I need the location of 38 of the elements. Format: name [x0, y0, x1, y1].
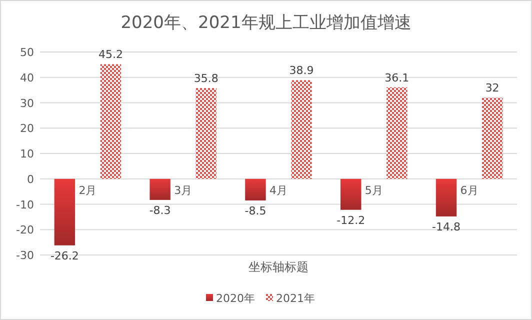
data-label: -26.2 — [50, 249, 79, 262]
chart-title: 2020年、2021年规上工业增加值增速 — [120, 13, 412, 33]
data-label: -8.5 — [244, 204, 266, 218]
y-tick-label: 40 — [20, 71, 34, 84]
y-tick-label: 30 — [20, 96, 34, 110]
data-label: -14.8 — [432, 220, 461, 234]
y-tick-label: 20 — [20, 122, 34, 136]
bar — [100, 64, 122, 179]
bar — [196, 88, 216, 179]
bar — [150, 178, 170, 200]
y-tick-label: 10 — [20, 148, 34, 160]
y-tick-label: -10 — [16, 198, 34, 212]
x-tick-label: 4月 — [270, 184, 288, 197]
y-tick-label: 0 — [27, 172, 34, 186]
data-label: 38.9 — [289, 64, 314, 78]
x-tick-label: 3月 — [174, 184, 192, 197]
x-tick-label: 6月 — [460, 184, 478, 197]
legend-label: 2020年 — [216, 292, 255, 305]
y-tick-label: -30 — [16, 249, 34, 262]
data-label: 32 — [485, 82, 500, 95]
bar — [436, 178, 457, 216]
data-label: -8.3 — [149, 204, 171, 217]
data-label: -12.2 — [336, 214, 366, 227]
bar — [482, 98, 503, 179]
x-axis-title: 坐标轴标题 — [248, 260, 308, 274]
legend-label: 2021年 — [276, 292, 315, 305]
x-tick-label: 5月 — [364, 184, 383, 197]
y-tick-label: -20 — [16, 224, 34, 237]
bar — [291, 80, 312, 179]
bar — [245, 178, 266, 200]
bar — [340, 178, 362, 210]
data-label: 35.8 — [194, 72, 218, 86]
bar — [386, 87, 408, 179]
bar — [54, 178, 76, 246]
y-tick-label: 50 — [20, 46, 34, 59]
x-tick-label: 2月 — [78, 184, 97, 197]
data-label: 45.2 — [98, 48, 123, 62]
data-label: 36.1 — [384, 71, 410, 84]
